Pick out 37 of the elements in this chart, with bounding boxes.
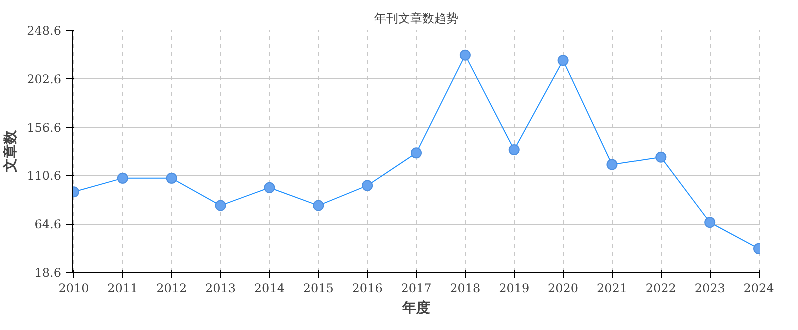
point (508, 144, 520, 156)
point (264, 182, 276, 194)
point (215, 200, 226, 212)
x-tick-label: 2015 (303, 282, 334, 296)
point (117, 172, 128, 184)
x-tick-label: 2011 (108, 282, 138, 296)
x-tick-label: 2021 (596, 282, 628, 296)
x-tick-label: 2016 (352, 282, 383, 296)
y-tick-label: 248.6 (27, 24, 62, 38)
point (411, 148, 422, 159)
x-tick-label: 2024 (744, 282, 775, 296)
y-tick-label: 202.6 (27, 72, 62, 86)
y-tick-label: 156.6 (27, 120, 62, 135)
point (558, 55, 569, 66)
y-tick-label: 110.6 (27, 169, 62, 184)
x-tick-label: 2018 (450, 282, 481, 296)
x-tick-label: 2023 (694, 282, 726, 296)
y-tick-label: 18.6 (34, 266, 62, 280)
point (460, 50, 471, 61)
chart-title: 年刊文章数趋势 (374, 12, 458, 26)
x-tick-label: 2022 (646, 282, 676, 296)
point (606, 159, 618, 170)
x-tick-label: 2020 (548, 282, 579, 296)
x-tick-label: 2013 (206, 282, 236, 296)
x-tick-label: 2014 (254, 282, 286, 296)
x-axis-title: 年度 (402, 300, 430, 316)
x-tick-label: 2017 (401, 282, 432, 296)
x-tick-label: 2019 (499, 282, 530, 296)
y-tick-label: 64.6 (34, 218, 62, 232)
point (166, 172, 178, 184)
point (656, 152, 667, 163)
x-tick-label: 2012 (156, 282, 188, 296)
y-axis-title: 文章数 (2, 130, 20, 174)
x-tick-label: 2010 (58, 282, 90, 296)
point (704, 217, 716, 228)
point (313, 200, 324, 212)
point (362, 180, 374, 192)
